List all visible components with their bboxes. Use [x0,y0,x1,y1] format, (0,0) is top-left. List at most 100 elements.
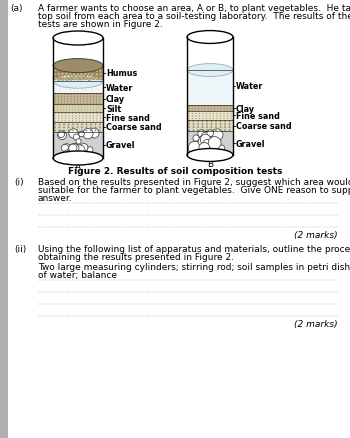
Circle shape [192,111,193,112]
Circle shape [220,109,222,110]
Circle shape [198,131,206,138]
Circle shape [204,111,205,112]
Text: (i): (i) [14,177,24,187]
Bar [53,67,103,82]
Circle shape [99,110,100,111]
Circle shape [87,73,91,77]
Circle shape [96,103,97,105]
Circle shape [76,69,79,73]
Circle shape [192,114,193,115]
Circle shape [90,101,91,102]
Circle shape [86,103,88,105]
Circle shape [86,101,88,102]
Bar [53,113,103,123]
Circle shape [200,143,207,150]
Circle shape [79,119,80,120]
Circle shape [96,99,97,100]
Circle shape [219,130,222,132]
Circle shape [77,124,78,126]
Circle shape [93,119,94,120]
Circle shape [72,110,73,111]
Circle shape [72,106,73,107]
Circle shape [218,146,225,152]
Circle shape [215,127,217,129]
Circle shape [83,101,84,102]
Circle shape [53,77,56,81]
Ellipse shape [187,149,233,162]
Circle shape [96,113,98,115]
Circle shape [94,127,96,129]
Circle shape [68,73,72,77]
Circle shape [63,106,64,107]
Circle shape [69,112,70,113]
Circle shape [198,107,199,108]
Circle shape [217,111,218,112]
Circle shape [86,124,88,126]
Text: Using the following list of apparatus and materials, outline the procedure for: Using the following list of apparatus an… [38,244,350,254]
Circle shape [70,95,71,96]
Circle shape [61,116,63,117]
Circle shape [72,73,76,77]
Text: Water: Water [236,82,263,91]
Bar [53,39,103,159]
Circle shape [80,97,81,98]
Circle shape [202,127,203,129]
Circle shape [86,99,88,100]
Circle shape [91,74,95,77]
Circle shape [68,119,70,120]
Circle shape [69,69,72,73]
Circle shape [79,148,85,154]
Circle shape [60,108,61,109]
Circle shape [86,113,87,115]
Circle shape [58,97,59,98]
Circle shape [204,107,205,108]
Circle shape [64,101,65,102]
Circle shape [188,127,190,129]
Circle shape [199,114,200,115]
Circle shape [63,124,65,126]
Circle shape [202,130,203,132]
Circle shape [64,69,68,73]
Circle shape [215,121,217,123]
Circle shape [96,106,97,107]
Circle shape [74,97,75,98]
Text: Gravel: Gravel [236,139,266,148]
Text: tests are shown in Figure 2.: tests are shown in Figure 2. [38,20,163,29]
Circle shape [74,101,75,102]
Circle shape [74,146,85,156]
Circle shape [63,130,65,132]
Circle shape [230,111,231,112]
Circle shape [224,107,225,108]
Circle shape [206,127,208,129]
Text: Based on the results presented in Figure 2, suggest which area would be more: Based on the results presented in Figure… [38,177,350,187]
Circle shape [79,116,80,117]
Circle shape [57,69,61,73]
Circle shape [201,111,202,112]
Circle shape [206,119,207,120]
Circle shape [72,116,73,117]
Circle shape [75,112,76,113]
Circle shape [87,110,88,111]
Text: Clay: Clay [236,105,255,113]
Circle shape [220,116,221,117]
Circle shape [55,97,56,98]
Circle shape [67,95,68,96]
Ellipse shape [53,152,103,166]
Circle shape [99,108,100,109]
Circle shape [54,127,56,129]
Circle shape [64,99,65,100]
Circle shape [58,132,64,138]
Circle shape [193,136,199,142]
Circle shape [96,121,98,122]
Text: Water: Water [106,84,133,92]
Circle shape [193,124,194,126]
Circle shape [227,111,228,112]
Circle shape [202,124,203,126]
Circle shape [60,106,61,107]
Circle shape [99,103,100,105]
Circle shape [90,99,91,100]
Circle shape [93,110,94,111]
Circle shape [57,112,58,113]
Circle shape [195,116,197,117]
Circle shape [93,99,94,100]
